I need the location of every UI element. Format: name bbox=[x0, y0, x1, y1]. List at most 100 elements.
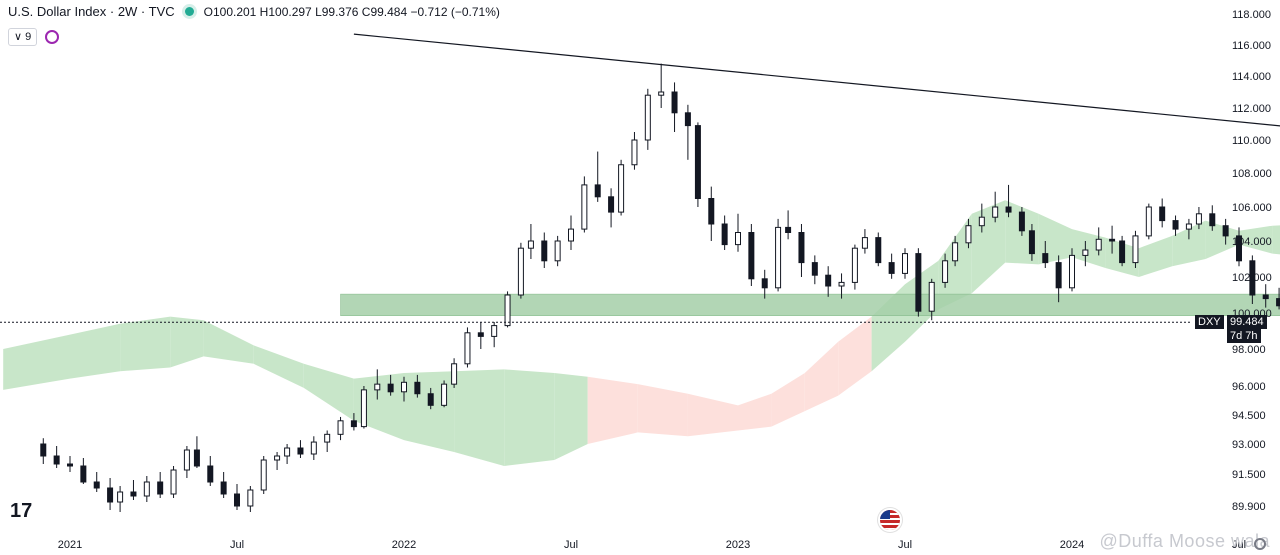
candle bbox=[387, 374, 394, 396]
candle bbox=[337, 416, 344, 441]
candle-body bbox=[374, 383, 381, 391]
candle bbox=[130, 480, 137, 500]
candle bbox=[183, 446, 190, 478]
candle bbox=[1095, 227, 1102, 256]
trendline bbox=[353, 33, 1280, 127]
cloud-segment bbox=[203, 320, 254, 364]
x-tick-label: Jul bbox=[230, 539, 244, 551]
candle-body bbox=[1082, 249, 1089, 256]
candle-body bbox=[1159, 206, 1166, 222]
candle-body bbox=[234, 493, 240, 507]
cloud-segment bbox=[687, 393, 738, 437]
candle-body bbox=[143, 481, 150, 497]
candle-body bbox=[1195, 213, 1202, 225]
candle-body bbox=[414, 381, 421, 395]
candle-body bbox=[1028, 230, 1035, 255]
candle-body bbox=[387, 383, 394, 393]
y-tick-label: 93.000 bbox=[1232, 439, 1266, 451]
candle bbox=[684, 104, 691, 160]
indicators-toggle-button[interactable]: ∨ 9 bbox=[8, 28, 38, 46]
market-status-icon bbox=[184, 7, 194, 16]
candle bbox=[1222, 218, 1229, 245]
candle bbox=[888, 253, 895, 279]
sync-icon[interactable] bbox=[45, 30, 60, 44]
candle bbox=[157, 472, 164, 498]
candle bbox=[80, 458, 87, 484]
candle-body bbox=[798, 232, 805, 264]
cloud-segment bbox=[253, 345, 304, 388]
candle bbox=[67, 456, 73, 472]
candle-body bbox=[207, 465, 214, 483]
candle bbox=[1132, 230, 1139, 268]
candle-body bbox=[952, 242, 959, 262]
candle-body bbox=[324, 433, 331, 443]
candle-body bbox=[67, 463, 73, 467]
cloud-segment bbox=[637, 384, 688, 437]
candle bbox=[785, 210, 792, 240]
candle-body bbox=[1119, 240, 1126, 264]
candle-body bbox=[1262, 294, 1269, 300]
candle-body bbox=[554, 240, 561, 262]
countdown-tag: 7d 7h bbox=[1227, 329, 1261, 343]
y-tick-label: 118.000 bbox=[1232, 9, 1271, 21]
cloud-segment bbox=[1138, 235, 1173, 277]
candle-body bbox=[541, 240, 548, 262]
candle bbox=[1109, 225, 1116, 254]
candle-body bbox=[40, 443, 47, 457]
candle-body bbox=[170, 469, 177, 495]
candle bbox=[568, 215, 574, 250]
candle-body bbox=[775, 226, 782, 289]
ichimoku-cloud bbox=[3, 200, 1280, 466]
candle bbox=[1195, 207, 1202, 230]
cloud-segment bbox=[804, 341, 839, 412]
cloud-segment bbox=[1239, 225, 1273, 254]
candle-body bbox=[284, 447, 291, 457]
candle bbox=[875, 232, 882, 267]
gear-icon[interactable] bbox=[1254, 538, 1266, 550]
candle bbox=[324, 430, 331, 452]
candle-body bbox=[117, 491, 124, 503]
candle bbox=[671, 82, 678, 132]
candle-body bbox=[1069, 254, 1075, 289]
ohlc-readout: O100.201 H100.297 L99.376 C99.484 −0.712… bbox=[203, 4, 500, 19]
y-tick-label: 108.000 bbox=[1232, 168, 1272, 180]
cloud-segment bbox=[771, 373, 805, 427]
candle bbox=[40, 438, 47, 464]
candle bbox=[838, 273, 845, 299]
candle bbox=[811, 255, 818, 285]
candle-body bbox=[811, 262, 818, 276]
y-tick-label: 102.000 bbox=[1232, 272, 1272, 284]
us-flag-icon[interactable] bbox=[878, 508, 902, 532]
candle bbox=[942, 253, 949, 288]
symbol-title[interactable]: U.S. Dollar Index · 2W · TVC bbox=[8, 4, 175, 19]
candle-body bbox=[350, 420, 357, 428]
candle-body bbox=[193, 449, 200, 467]
candle bbox=[247, 486, 254, 512]
support-zone bbox=[340, 293, 1280, 316]
candle bbox=[451, 358, 458, 388]
candle bbox=[978, 203, 985, 233]
candle bbox=[143, 476, 150, 502]
cloud-segment bbox=[971, 200, 1006, 294]
candle-body bbox=[721, 223, 728, 246]
candle bbox=[107, 478, 114, 510]
indicator-controls: ∨ 9 bbox=[8, 28, 60, 46]
candle-body bbox=[965, 225, 972, 244]
candle bbox=[193, 436, 200, 468]
cloud-segment bbox=[1038, 213, 1072, 265]
candle bbox=[464, 327, 471, 368]
candle bbox=[220, 472, 227, 498]
cloud-segment bbox=[587, 376, 638, 444]
candle bbox=[1005, 184, 1012, 218]
tradingview-logo[interactable]: 17 bbox=[10, 500, 33, 522]
candle bbox=[644, 88, 651, 150]
candle bbox=[798, 224, 805, 277]
cloud-segment bbox=[454, 369, 505, 466]
candle bbox=[902, 248, 908, 279]
x-tick-label: 2024 bbox=[1060, 539, 1084, 551]
candle-body bbox=[107, 487, 114, 503]
candle bbox=[608, 188, 615, 228]
candle-body bbox=[527, 240, 534, 249]
y-tick-label: 110.000 bbox=[1232, 135, 1271, 147]
